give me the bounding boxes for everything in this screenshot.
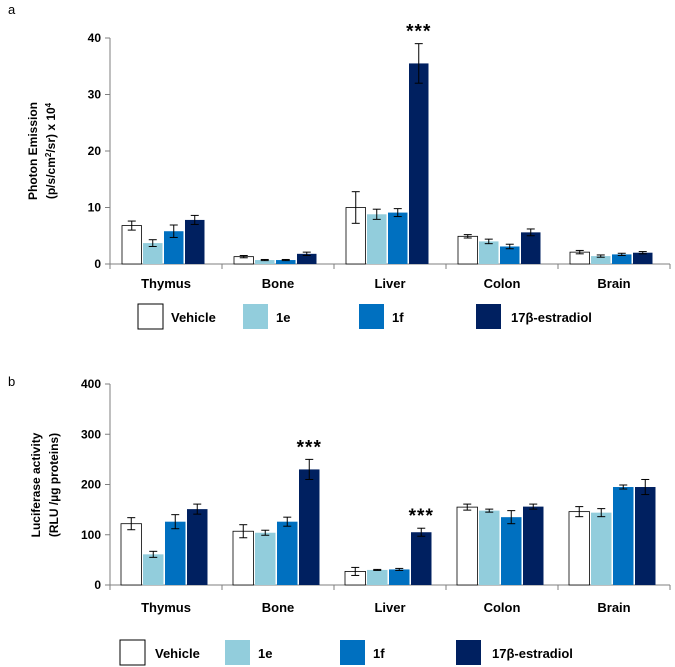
- y-tick-label: 40: [88, 31, 102, 45]
- panel-b-ylabel-line2: (RLU /µg proteins): [47, 433, 61, 537]
- bar-bone-1e: [255, 532, 276, 585]
- category-label-liver: Liver: [374, 276, 405, 291]
- bar-bone-estradiol: [299, 469, 320, 585]
- legend-swatch-1f: [340, 640, 365, 665]
- bar-thymus-estradiol: [187, 509, 208, 585]
- bar-bone-1f: [277, 521, 298, 585]
- legend-label-1f: 1f: [373, 646, 385, 661]
- panel-b-ylabel-line1: Luciferase activity: [29, 432, 43, 537]
- legend-swatch-vehicle: [119, 639, 146, 666]
- y-tick-label: 200: [81, 478, 101, 492]
- bar-thymus-estradiol: [185, 219, 205, 264]
- panel-b-legend: Vehicle 1e 1f 17β-estradiol: [119, 639, 573, 666]
- legend-swatch-estradiol: [476, 304, 501, 329]
- panel-a-ylabel-line1: Photon Emission: [26, 102, 40, 200]
- category-label-thymus: Thymus: [141, 600, 191, 615]
- bar-bone-1e: [255, 260, 275, 264]
- panel-a-legend: Vehicle 1e 1f 17β-estradiol: [137, 303, 592, 330]
- legend-swatch-1e: [243, 304, 268, 329]
- bar-colon-estradiol: [521, 232, 541, 264]
- significance-marker: ***: [409, 506, 434, 527]
- bar-thymus-1f: [164, 231, 184, 264]
- bar-thymus-1e: [143, 243, 163, 264]
- bar-liver-1e: [367, 569, 388, 585]
- panel-b: b Luciferase activity (RLU /µg proteins)…: [8, 374, 671, 666]
- legend-label-estradiol: 17β-estradiol: [511, 310, 592, 325]
- category-label-liver: Liver: [374, 600, 405, 615]
- legend-swatch-estradiol: [456, 640, 481, 665]
- bar-thymus-1e: [143, 554, 164, 585]
- panel-a: a Photon Emission (p/s/cm2/sr) x 104 0 10…: [8, 2, 671, 330]
- category-label-thymus: Thymus: [141, 276, 191, 291]
- category-label-colon: Colon: [484, 600, 521, 615]
- legend-label-1e: 1e: [276, 310, 290, 325]
- bar-thymus-vehicle: [120, 523, 142, 586]
- legend-label-1f: 1f: [392, 310, 404, 325]
- legend-label-1e: 1e: [258, 646, 272, 661]
- category-label-colon: Colon: [484, 276, 521, 291]
- bar-liver-1f: [389, 569, 410, 585]
- bar-liver-estradiol: [411, 532, 432, 585]
- legend-label-vehicle: Vehicle: [155, 646, 200, 661]
- bar-liver-1f: [388, 212, 408, 264]
- bar-brain-1f: [613, 487, 634, 585]
- category-label-brain: Brain: [597, 600, 630, 615]
- y-tick-label: 10: [88, 201, 102, 215]
- panel-a-ylabel-line2: (p/s/cm2/sr) x 104: [44, 102, 59, 199]
- bar-thymus-1f: [165, 521, 186, 585]
- y-tick-label: 300: [81, 427, 101, 441]
- bar-thymus-vehicle: [121, 225, 142, 265]
- significance-marker: ***: [406, 22, 431, 43]
- panel-a-plot: 0 10 20 30 40 Thymus Bone Liver Colon Brain ***: [88, 22, 671, 291]
- panel-a-letter: a: [8, 2, 16, 17]
- legend-swatch-vehicle: [137, 303, 164, 330]
- bar-brain-1f: [612, 254, 632, 264]
- bar-colon-1f: [500, 246, 520, 264]
- bar-colon-estradiol: [523, 506, 544, 585]
- y-tick-label: 0: [94, 578, 101, 592]
- legend-label-estradiol: 17β-estradiol: [492, 646, 573, 661]
- category-label-bone: Bone: [262, 600, 295, 615]
- bar-bone-estradiol: [297, 253, 317, 264]
- bar-colon-vehicle: [456, 506, 478, 586]
- y-tick-label: 400: [81, 377, 101, 391]
- bar-brain-1e: [591, 512, 612, 585]
- bar-brain-1e: [591, 256, 611, 264]
- bar-bone-1f: [276, 260, 296, 264]
- panel-b-plot: 0 100 200 300 400 Thymus Bone Liver Colon Brain **…: [81, 377, 671, 615]
- bar-liver-1e: [367, 214, 387, 264]
- bar-colon-vehicle: [457, 235, 478, 265]
- y-tick-label: 0: [94, 257, 101, 271]
- legend-swatch-1e: [225, 640, 250, 665]
- bar-liver-estradiol: [409, 63, 429, 264]
- y-tick-label: 30: [88, 88, 102, 102]
- bar-brain-estradiol: [633, 252, 653, 264]
- bar-colon-1e: [479, 510, 500, 585]
- bar-colon-1f: [501, 517, 522, 585]
- category-label-brain: Brain: [597, 276, 630, 291]
- bar-brain-estradiol: [635, 487, 656, 585]
- legend-swatch-1f: [359, 304, 384, 329]
- bar-bone-vehicle: [232, 530, 254, 586]
- bar-brain-vehicle: [568, 511, 590, 586]
- panel-b-letter: b: [8, 374, 15, 389]
- y-tick-label: 20: [88, 144, 102, 158]
- category-label-bone: Bone: [262, 276, 295, 291]
- bar-colon-1e: [479, 241, 499, 264]
- legend-label-vehicle: Vehicle: [171, 310, 216, 325]
- significance-marker: ***: [297, 437, 322, 458]
- y-tick-label: 100: [81, 528, 101, 542]
